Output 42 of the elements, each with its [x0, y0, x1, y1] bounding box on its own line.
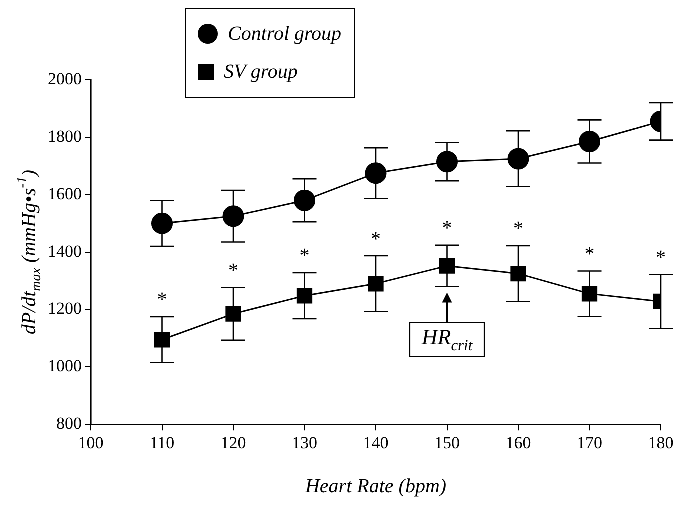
annotation: *	[656, 246, 666, 269]
point	[226, 306, 242, 322]
y-tick-label: 1800	[48, 126, 82, 146]
point	[222, 206, 244, 228]
annotation: *	[157, 289, 168, 312]
annotation: *	[371, 228, 381, 250]
point	[296, 288, 313, 304]
point	[510, 266, 526, 282]
x-tick-label: 170	[577, 433, 602, 452]
x-tick-label: 120	[220, 433, 246, 452]
y-tick-label: 1600	[48, 184, 82, 204]
x-tick-label: 180	[648, 433, 674, 452]
annotation: *	[300, 245, 310, 268]
point	[154, 332, 170, 348]
point	[365, 162, 387, 184]
x-tick-label: 140	[363, 433, 389, 452]
y-tick-label: 1200	[48, 299, 82, 318]
x-axis-title: Heart Rate (bpm)	[304, 475, 447, 498]
point	[508, 148, 530, 170]
legend-label: SV group	[224, 60, 298, 84]
annotation: *	[228, 260, 238, 282]
point	[579, 130, 600, 152]
x-tick-label: 130	[292, 433, 318, 452]
point	[368, 276, 384, 292]
x-tick-label: 150	[434, 433, 460, 452]
y-axis-title: dP/dtmax (mmHg•s-1)	[16, 170, 45, 335]
point	[152, 212, 173, 234]
point	[582, 286, 598, 302]
point	[436, 151, 458, 173]
annotation: *	[584, 244, 595, 266]
x-tick-label: 110	[150, 433, 175, 452]
x-tick-label: 160	[506, 433, 532, 452]
legend-label: Control group	[228, 22, 342, 46]
point	[294, 190, 316, 212]
y-tick-label: 2000	[48, 69, 82, 88]
x-tick-label: 100	[78, 433, 104, 452]
y-tick-label: 1400	[48, 242, 82, 261]
y-tick-label: 800	[56, 414, 82, 434]
annotation: *	[442, 218, 452, 240]
y-tick-label: 1000	[48, 356, 82, 376]
point	[439, 258, 456, 274]
annotation: *	[514, 218, 524, 240]
